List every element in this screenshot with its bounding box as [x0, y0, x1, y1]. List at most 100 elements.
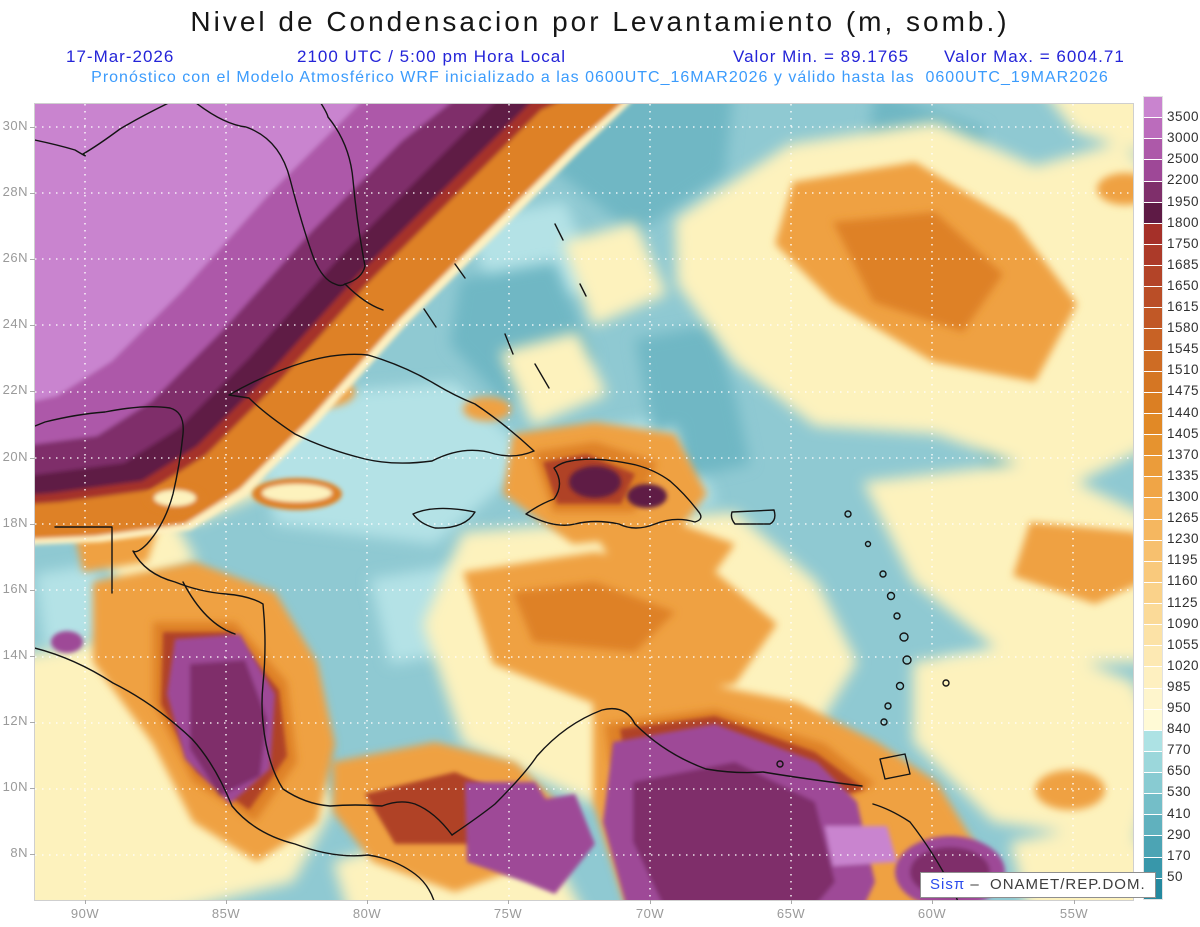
colorbar-segment	[1144, 391, 1162, 413]
colorbar-tick-label: 1685	[1167, 256, 1200, 272]
colorbar-tick-label: 2500	[1167, 151, 1200, 167]
colorbar-segment	[1144, 835, 1162, 857]
colorbar-segment	[1144, 772, 1162, 794]
lat-label: 22N	[2, 382, 28, 397]
colorbar-segment	[1144, 518, 1162, 540]
colorbar-segment	[1144, 645, 1162, 667]
lon-tick	[367, 900, 368, 904]
colorbar-tick-label: 3000	[1167, 130, 1200, 146]
lat-label: 12N	[2, 713, 28, 728]
value-max: Valor Max. = 6004.71	[944, 47, 1125, 66]
colorbar	[1143, 96, 1163, 900]
colorbar-tick-label: 170	[1167, 847, 1192, 863]
colorbar-segment	[1144, 603, 1162, 625]
colorbar-tick-label: 1650	[1167, 277, 1200, 293]
colorbar-segment	[1144, 539, 1162, 561]
colorbar-segment	[1144, 666, 1162, 688]
colorbar-segment	[1144, 434, 1162, 456]
colorbar-tick-label: 1160	[1167, 573, 1199, 589]
colorbar-tick-label: 1370	[1167, 446, 1200, 462]
colorbar-tick-label: 1750	[1167, 235, 1200, 251]
lat-tick	[30, 722, 35, 723]
colorbar-tick-label: 2200	[1167, 172, 1200, 188]
lon-label: 85W	[211, 906, 241, 921]
lat-tick	[30, 127, 35, 128]
lat-tick	[30, 193, 35, 194]
lon-tick	[508, 900, 509, 904]
lat-label: 20N	[2, 449, 28, 464]
lat-tick	[30, 259, 35, 260]
colorbar-segment	[1144, 201, 1162, 223]
colorbar-segment	[1144, 497, 1162, 519]
colorbar-tick-label: 840	[1167, 721, 1192, 737]
colorbar-segment	[1144, 729, 1162, 751]
colorbar-tick-label: 950	[1167, 700, 1192, 716]
lat-tick	[30, 788, 35, 789]
lat-tick	[30, 391, 35, 392]
colorbar-tick-label: 50	[1167, 868, 1184, 884]
colorbar-segment	[1144, 560, 1162, 582]
colorbar-tick-label: 3500	[1167, 109, 1200, 125]
value-min: Valor Min. = 89.1765	[733, 47, 910, 66]
colorbar-tick-label: 1125	[1167, 594, 1199, 610]
colorbar-segment	[1144, 328, 1162, 350]
forecast-date: 17-Mar-2026	[66, 47, 175, 66]
map-field	[35, 104, 1133, 900]
lat-tick	[30, 458, 35, 459]
colorbar-segment	[1144, 159, 1162, 181]
colorbar-tick-label: 1545	[1167, 341, 1200, 357]
colorbar-tick-label: 1195	[1167, 552, 1199, 568]
colorbar-segment	[1144, 687, 1162, 709]
lat-tick	[30, 325, 35, 326]
gridlines	[35, 104, 1133, 900]
lon-label: 65W	[776, 906, 806, 921]
colorbar-segment	[1144, 581, 1162, 603]
model-init-line: Pronóstico con el Modelo Atmosférico WRF…	[91, 69, 1109, 86]
colorbar-tick-label: 410	[1167, 805, 1192, 821]
lon-label: 80W	[352, 906, 382, 921]
coastlines	[35, 104, 959, 900]
colorbar-segment	[1144, 412, 1162, 434]
colorbar-segment	[1144, 750, 1162, 772]
watermark-separator: –	[965, 876, 991, 893]
lon-tick	[1074, 900, 1075, 904]
lon-label: 90W	[70, 906, 100, 921]
page-title: Nivel de Condensacion por Levantamiento …	[190, 6, 1010, 37]
lon-label: 60W	[917, 906, 947, 921]
watermark-badge: Sisπ – ONAMET/REP.DOM.	[920, 872, 1156, 898]
colorbar-tick-label: 770	[1167, 742, 1192, 758]
colorbar-segment	[1144, 286, 1162, 308]
colorbar-segment	[1144, 138, 1162, 160]
colorbar-tick-label: 290	[1167, 826, 1192, 842]
colorbar-tick-label: 1475	[1167, 383, 1200, 399]
lat-label: 10N	[2, 779, 28, 794]
colorbar-segment	[1144, 370, 1162, 392]
lon-tick	[85, 900, 86, 904]
lat-tick	[30, 524, 35, 525]
lat-label: 28N	[2, 184, 28, 199]
colorbar-segment	[1144, 624, 1162, 646]
lon-label: 70W	[635, 906, 665, 921]
colorbar-segment	[1144, 793, 1162, 815]
colorbar-tick-label: 985	[1167, 678, 1192, 694]
colorbar-segment	[1144, 243, 1162, 265]
gulf-warm-spots	[145, 478, 342, 513]
colorbar-tick-label: 1265	[1167, 510, 1200, 526]
colorbar-segment	[1144, 265, 1162, 287]
lon-label: 75W	[493, 906, 523, 921]
colorbar-segment	[1144, 476, 1162, 498]
watermark-brand: Sisπ	[930, 876, 966, 893]
colorbar-tick-label: 1300	[1167, 489, 1200, 504]
lat-tick	[30, 854, 35, 855]
lat-label: 30N	[2, 118, 28, 133]
frontal-band-system	[35, 104, 630, 545]
colorbar-tick-label: 1950	[1167, 193, 1200, 209]
lat-label: 18N	[2, 515, 28, 530]
lon-tick	[650, 900, 651, 904]
colorbar-segment	[1144, 97, 1162, 118]
colorbar-tick-label: 1405	[1167, 425, 1200, 441]
colorbar-tick-label: 1055	[1167, 636, 1200, 652]
colorbar-segment	[1144, 455, 1162, 477]
lat-label: 16N	[2, 581, 28, 596]
